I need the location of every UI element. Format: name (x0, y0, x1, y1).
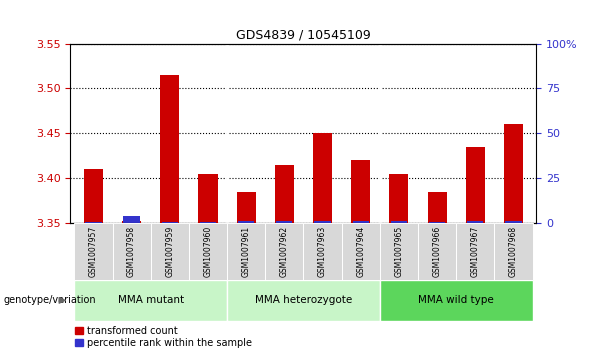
Text: GSM1007962: GSM1007962 (280, 226, 289, 277)
Bar (74, 280, 227, 321)
Text: GSM1007963: GSM1007963 (318, 226, 327, 277)
Bar (84, 169, 103, 223)
Bar (237, 192, 256, 223)
Bar (85, 222, 102, 223)
Text: GSM1007967: GSM1007967 (471, 226, 480, 277)
Text: GSM1007966: GSM1007966 (433, 226, 441, 277)
Bar (122, 221, 141, 223)
Bar (303, 223, 341, 280)
Bar (505, 221, 522, 223)
Legend: transformed count, percentile rank within the sample: transformed count, percentile rank withi… (75, 326, 252, 348)
Bar (238, 221, 254, 223)
Text: GSM1007964: GSM1007964 (356, 226, 365, 277)
Bar (162, 222, 178, 223)
Text: genotype/variation: genotype/variation (4, 295, 96, 305)
Bar (227, 223, 265, 280)
Bar (189, 223, 227, 280)
Bar (391, 221, 407, 223)
Text: GSM1007968: GSM1007968 (509, 226, 518, 277)
Bar (456, 223, 494, 280)
Bar (275, 165, 294, 223)
Bar (227, 280, 380, 321)
Text: GSM1007958: GSM1007958 (127, 226, 136, 277)
Text: GSM1007959: GSM1007959 (166, 226, 174, 277)
Text: GSM1007957: GSM1007957 (89, 226, 98, 277)
Bar (313, 133, 332, 223)
Bar (380, 223, 418, 280)
Bar (160, 75, 180, 223)
Text: GSM1007965: GSM1007965 (394, 226, 403, 277)
Bar (341, 223, 380, 280)
Title: GDS4839 / 10545109: GDS4839 / 10545109 (236, 28, 371, 41)
Bar (123, 216, 140, 223)
Bar (352, 221, 369, 223)
Text: MMA heterozygote: MMA heterozygote (255, 295, 352, 305)
Bar (113, 223, 151, 280)
Bar (200, 222, 216, 223)
Bar (427, 192, 447, 223)
Bar (467, 221, 484, 223)
Bar (380, 280, 533, 321)
Bar (494, 223, 533, 280)
Bar (276, 221, 292, 223)
Bar (199, 174, 218, 223)
Bar (265, 223, 303, 280)
Text: GSM1007960: GSM1007960 (204, 226, 213, 277)
Text: GSM1007961: GSM1007961 (242, 226, 251, 277)
Bar (429, 222, 445, 223)
Bar (466, 147, 485, 223)
Bar (74, 223, 113, 280)
Bar (314, 221, 330, 223)
Bar (351, 160, 370, 223)
Bar (151, 223, 189, 280)
Bar (418, 223, 456, 280)
Bar (504, 125, 523, 223)
Text: MMA mutant: MMA mutant (118, 295, 184, 305)
Bar (389, 174, 408, 223)
Text: MMA wild type: MMA wild type (418, 295, 494, 305)
